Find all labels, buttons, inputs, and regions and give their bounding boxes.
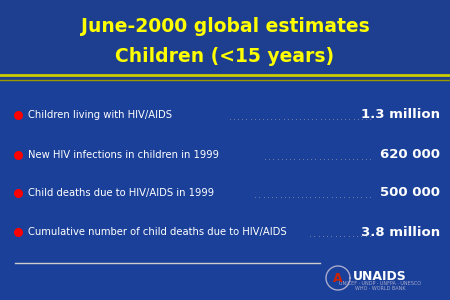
Text: Cumulative number of child deaths due to HIV/AIDS: Cumulative number of child deaths due to… [28, 227, 287, 237]
Text: 3.8 million: 3.8 million [361, 226, 440, 238]
Text: 1.3 million: 1.3 million [361, 109, 440, 122]
Text: 620 000: 620 000 [380, 148, 440, 161]
Text: Children living with HIV/AIDS: Children living with HIV/AIDS [28, 110, 172, 120]
Text: UNICEF · UNDP · UNFPA · UNESCO
WHO · WORLD BANK: UNICEF · UNDP · UNFPA · UNESCO WHO · WOR… [339, 280, 421, 291]
Text: Child deaths due to HIV/AIDS in 1999: Child deaths due to HIV/AIDS in 1999 [28, 188, 214, 198]
Text: New HIV infections in children in 1999: New HIV infections in children in 1999 [28, 150, 219, 160]
Text: A: A [333, 272, 343, 284]
Text: June-2000 global estimates: June-2000 global estimates [81, 16, 369, 35]
Bar [0, 0, 450, 82]
Text: UNAIDS: UNAIDS [353, 269, 407, 283]
Text: 500 000: 500 000 [380, 187, 440, 200]
Text: Children (<15 years): Children (<15 years) [116, 46, 334, 65]
